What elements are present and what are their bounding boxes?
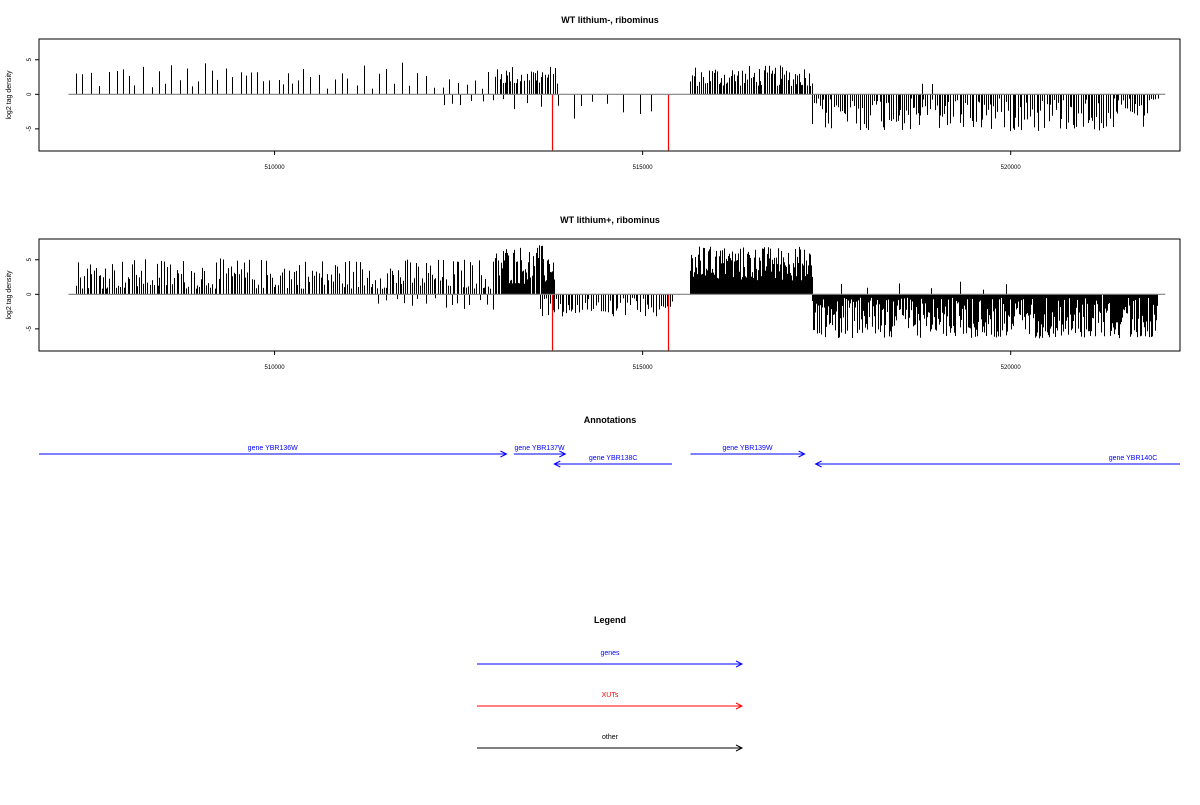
panel-2-ylabel: log2 tag density [6, 270, 13, 320]
panel-lithium-minus: WT lithium-, ribominus log2 tag density … [6, 15, 1181, 171]
panel-2-frame [38, 238, 1181, 352]
legend-item: other [477, 734, 744, 752]
legend-item: XUTs [477, 692, 744, 710]
panel-1-ylabel: log2 tag density [6, 70, 13, 120]
legend-arrow-head [735, 702, 744, 710]
y-tick-label: 0 [27, 292, 33, 296]
y-tick-label: -5 [27, 326, 33, 332]
legend-arrow-head [735, 744, 744, 752]
panel-1-frame [38, 38, 1181, 152]
gene-arrow: gene YBR136W [39, 445, 508, 458]
gene-arrow: gene YBR140C [814, 455, 1180, 468]
gene-label: gene YBR140C [1109, 455, 1158, 462]
gene-arrows: gene YBR136W gene YBR137W gene YBR138C gene… [39, 445, 1180, 468]
legend-items: genes XUTs other [477, 650, 744, 752]
legend-arrow-head [735, 660, 744, 668]
panel-2-title: WT lithium+, ribominus [560, 215, 660, 225]
x-tick-label: 520000 [1001, 165, 1022, 171]
gene-arrow-head [553, 460, 561, 468]
y-tick-label: 5 [27, 257, 33, 261]
panel-1-title: WT lithium-, ribominus [561, 15, 659, 25]
panel-2-axes: 510000 515000 520000 5 0 -5 [27, 257, 1021, 371]
gene-arrow-head [500, 450, 508, 458]
legend-label: genes [600, 650, 620, 657]
gene-arrow-head [798, 450, 806, 458]
legend-item: genes [477, 650, 744, 668]
gene-arrow: gene YBR139W [690, 445, 806, 458]
annotations-title: Annotations [584, 415, 637, 425]
x-tick-label: 515000 [633, 365, 654, 371]
x-tick-label: 520000 [1001, 365, 1022, 371]
gene-arrow-head [814, 460, 822, 468]
annotations-track: Annotations gene YBR136W gene YBR137Wgene… [39, 415, 1180, 468]
y-tick-label: -5 [27, 126, 33, 132]
gene-arrow: gene YBR137W [513, 445, 567, 458]
panel-2-bars [68, 245, 1166, 351]
gene-arrow: gene YBR138C [553, 455, 673, 468]
legend-label: XUTs [602, 692, 619, 699]
gene-label: gene YBR136W [248, 445, 298, 452]
y-tick-label: 0 [27, 92, 33, 96]
legend-label: other [602, 734, 619, 741]
panel-lithium-plus: WT lithium+, ribominus log2 tag density … [6, 215, 1181, 371]
gene-arrow-head [559, 450, 567, 458]
gene-label: gene YBR138C [589, 455, 638, 462]
panel-1-axes: 510000 515000 520000 5 0 -5 [27, 57, 1021, 171]
x-tick-label: 510000 [265, 165, 286, 171]
legend-title: Legend [594, 615, 626, 625]
gene-label: gene YBR137W [515, 445, 565, 452]
gene-label: gene YBR139W [722, 445, 772, 452]
y-tick-label: 5 [27, 57, 33, 61]
legend: Legend genes XUTs other [477, 615, 744, 752]
panel-1-bars [68, 62, 1166, 151]
x-tick-label: 515000 [633, 165, 654, 171]
x-tick-label: 510000 [265, 365, 286, 371]
